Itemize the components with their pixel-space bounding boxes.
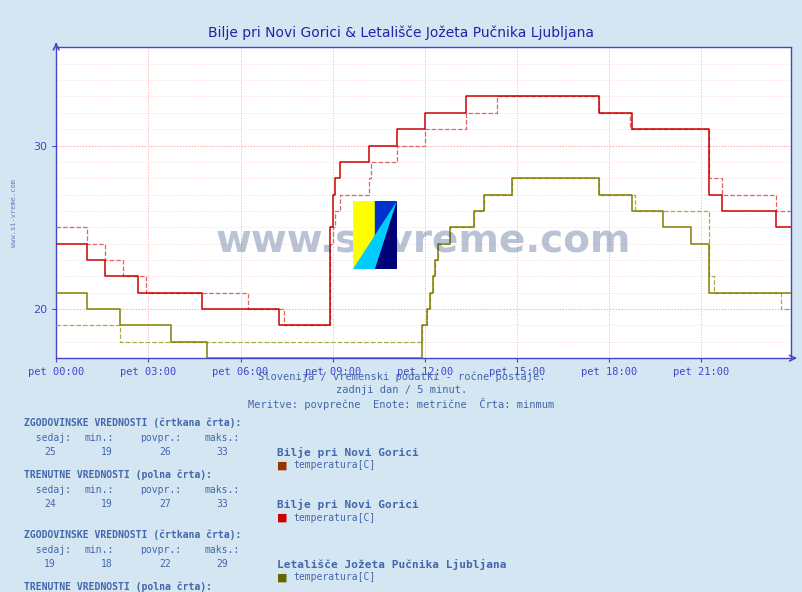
Text: 27: 27 — [159, 499, 171, 509]
Text: Meritve: povprečne  Enote: metrične  Črta: minmum: Meritve: povprečne Enote: metrične Črta:… — [248, 398, 554, 410]
Text: sedaj:: sedaj: — [24, 485, 71, 496]
Text: Bilje pri Novi Gorici: Bilje pri Novi Gorici — [277, 447, 419, 458]
Text: povpr.:: povpr.: — [140, 545, 181, 555]
Text: sedaj:: sedaj: — [24, 433, 71, 443]
Text: 22: 22 — [159, 559, 171, 569]
Text: povpr.:: povpr.: — [140, 485, 181, 496]
Text: 29: 29 — [217, 559, 229, 569]
Text: 26: 26 — [159, 447, 171, 456]
Bar — [375, 201, 397, 269]
Text: zadnji dan / 5 minut.: zadnji dan / 5 minut. — [335, 385, 467, 395]
Text: min.:: min.: — [84, 545, 114, 555]
Text: ■: ■ — [277, 513, 287, 523]
Text: 33: 33 — [217, 499, 229, 509]
Text: ■: ■ — [277, 572, 287, 583]
Text: ZGODOVINSKE VREDNOSTI (črtkana črta):: ZGODOVINSKE VREDNOSTI (črtkana črta): — [24, 417, 241, 428]
Polygon shape — [375, 201, 397, 269]
Text: maks.:: maks.: — [205, 545, 240, 555]
Text: Slovenija / vremenski podatki - ročne postaje.: Slovenija / vremenski podatki - ročne po… — [257, 372, 545, 382]
Text: min.:: min.: — [84, 485, 114, 496]
Polygon shape — [353, 201, 397, 269]
Text: www.si-vreme.com: www.si-vreme.com — [216, 221, 630, 259]
Text: temperatura[C]: temperatura[C] — [293, 513, 375, 523]
Text: Letališče Jožeta Pučnika Ljubljana: Letališče Jožeta Pučnika Ljubljana — [277, 559, 506, 570]
Text: TRENUTNE VREDNOSTI (polna črta):: TRENUTNE VREDNOSTI (polna črta): — [24, 581, 212, 592]
Text: maks.:: maks.: — [205, 485, 240, 496]
Text: 19: 19 — [100, 447, 112, 456]
Text: TRENUTNE VREDNOSTI (polna črta):: TRENUTNE VREDNOSTI (polna črta): — [24, 469, 212, 480]
Text: temperatura[C]: temperatura[C] — [293, 572, 375, 583]
Text: temperatura[C]: temperatura[C] — [293, 461, 375, 471]
Text: 18: 18 — [100, 559, 112, 569]
Text: min.:: min.: — [84, 433, 114, 443]
Text: sedaj:: sedaj: — [24, 545, 71, 555]
Text: www.si-vreme.com: www.si-vreme.com — [11, 179, 18, 247]
Text: 19: 19 — [44, 559, 56, 569]
Text: 25: 25 — [44, 447, 56, 456]
Text: maks.:: maks.: — [205, 433, 240, 443]
Text: povpr.:: povpr.: — [140, 433, 181, 443]
Bar — [353, 201, 375, 269]
Text: 19: 19 — [100, 499, 112, 509]
Text: 33: 33 — [217, 447, 229, 456]
Text: 24: 24 — [44, 499, 56, 509]
Text: ZGODOVINSKE VREDNOSTI (črtkana črta):: ZGODOVINSKE VREDNOSTI (črtkana črta): — [24, 529, 241, 540]
Text: Bilje pri Novi Gorici & Letališče Jožeta Pučnika Ljubljana: Bilje pri Novi Gorici & Letališče Jožeta… — [209, 25, 593, 40]
Text: Bilje pri Novi Gorici: Bilje pri Novi Gorici — [277, 499, 419, 510]
Text: ■: ■ — [277, 461, 287, 471]
